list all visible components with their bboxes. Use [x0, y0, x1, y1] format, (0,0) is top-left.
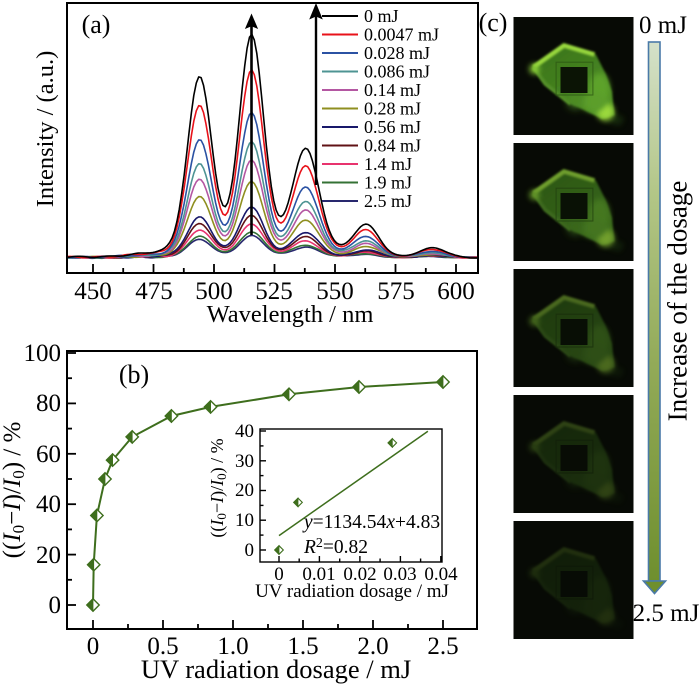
- svg-text:575: 575: [377, 278, 415, 305]
- svg-text:UV radiation dosage / mJ: UV radiation dosage / mJ: [141, 654, 411, 684]
- svg-text:525: 525: [255, 278, 293, 305]
- svg-text:1.5: 1.5: [287, 633, 318, 660]
- svg-text:0.086 mJ: 0.086 mJ: [364, 62, 430, 82]
- svg-text:2.0: 2.0: [357, 633, 388, 660]
- svg-text:(b): (b): [119, 360, 149, 389]
- svg-text:(a): (a): [82, 10, 111, 39]
- svg-text:((I0−I)/I0) / %: ((I0−I)/I0) / %: [0, 422, 28, 559]
- svg-text:500: 500: [195, 278, 233, 305]
- svg-text:40: 40: [235, 421, 254, 442]
- svg-text:60: 60: [36, 441, 61, 468]
- svg-text:550: 550: [316, 278, 354, 305]
- svg-text:100: 100: [24, 340, 62, 367]
- svg-text:2.5 mJ: 2.5 mJ: [364, 191, 412, 211]
- svg-text:0.0047 mJ: 0.0047 mJ: [364, 25, 439, 45]
- svg-text:0.28 mJ: 0.28 mJ: [364, 99, 421, 119]
- svg-text:y=1134.54x+4.83: y=1134.54x+4.83: [302, 512, 440, 533]
- svg-text:0.5: 0.5: [147, 633, 178, 660]
- svg-text:2.5 mJ: 2.5 mJ: [633, 600, 700, 627]
- svg-text:20: 20: [235, 480, 254, 501]
- svg-text:Intensity / (a.u.): Intensity / (a.u.): [32, 51, 59, 208]
- svg-text:0.14 mJ: 0.14 mJ: [364, 80, 421, 100]
- svg-text:0 mJ: 0 mJ: [639, 12, 687, 39]
- svg-text:Increase of the dosage: Increase of the dosage: [663, 181, 693, 422]
- svg-text:1.9 mJ: 1.9 mJ: [364, 173, 412, 193]
- svg-text:0 mJ: 0 mJ: [364, 6, 399, 26]
- svg-text:0.04: 0.04: [424, 564, 458, 585]
- svg-text:600: 600: [437, 278, 475, 305]
- svg-text:1.4 mJ: 1.4 mJ: [364, 154, 412, 174]
- svg-text:Wavelength / nm: Wavelength / nm: [207, 301, 374, 328]
- svg-text:0.01: 0.01: [302, 564, 335, 585]
- svg-text:UV radiation dosage / mJ: UV radiation dosage / mJ: [255, 581, 449, 602]
- svg-text:0.03: 0.03: [383, 564, 416, 585]
- svg-text:0.028 mJ: 0.028 mJ: [364, 43, 430, 63]
- svg-text:450: 450: [74, 278, 112, 305]
- svg-text:0.56 mJ: 0.56 mJ: [364, 117, 421, 137]
- svg-text:80: 80: [36, 390, 61, 417]
- svg-text:10: 10: [235, 510, 254, 531]
- svg-text:R2=0.82: R2=0.82: [303, 536, 368, 558]
- svg-text:0: 0: [245, 540, 255, 561]
- svg-text:2.5: 2.5: [427, 633, 458, 660]
- svg-text:1.0: 1.0: [217, 633, 248, 660]
- svg-text:0: 0: [87, 633, 100, 660]
- svg-text:0: 0: [49, 592, 62, 619]
- svg-text:0.84 mJ: 0.84 mJ: [364, 136, 421, 156]
- svg-text:(c): (c): [479, 8, 508, 37]
- svg-text:475: 475: [135, 278, 173, 305]
- svg-text:30: 30: [235, 451, 254, 472]
- svg-text:0.02: 0.02: [343, 564, 376, 585]
- svg-text:40: 40: [36, 491, 61, 518]
- svg-text:((I0−I)/I0) / %: ((I0−I)/I0) / %: [207, 438, 229, 537]
- svg-text:0: 0: [274, 564, 284, 585]
- svg-text:20: 20: [36, 542, 61, 569]
